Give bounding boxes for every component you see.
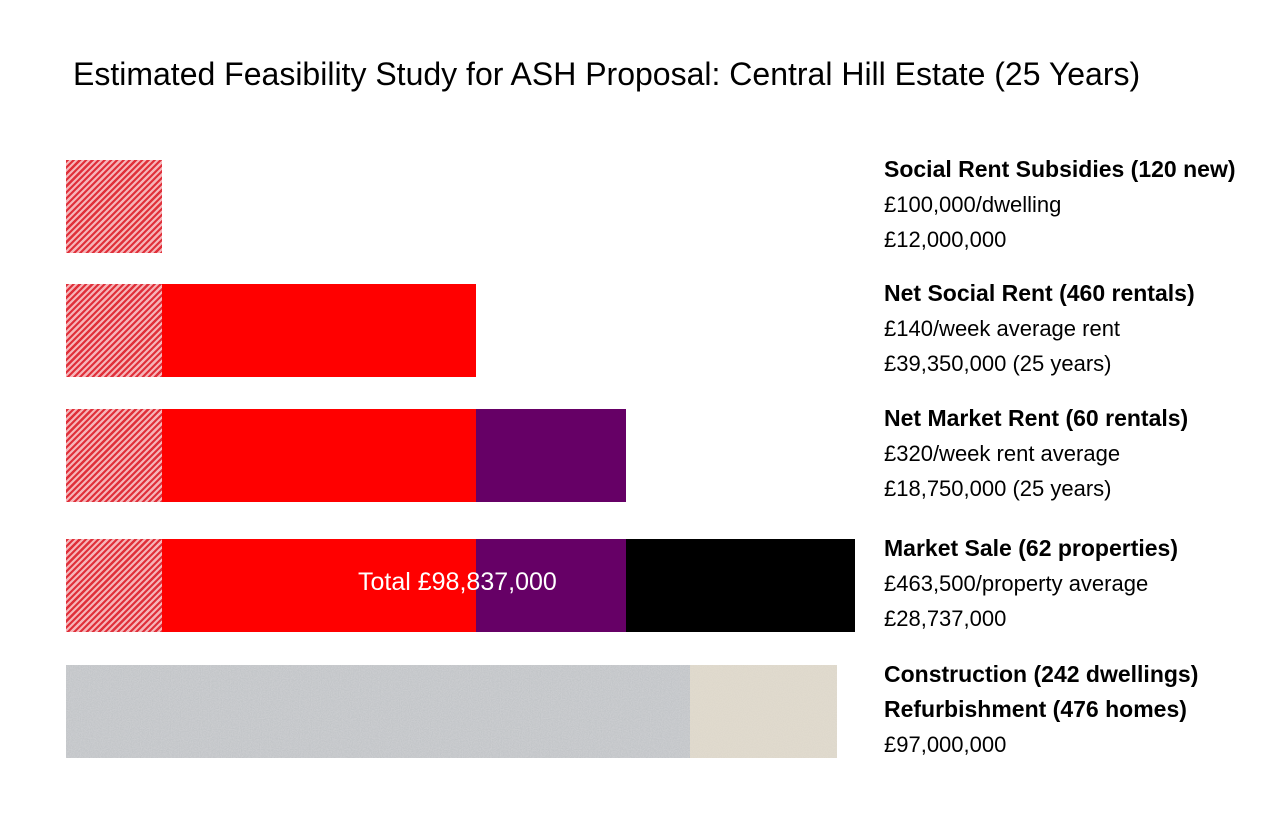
bar-segment-net-social-rent — [162, 284, 476, 377]
market-sale-label-line-1: Market Sale (62 properties) — [884, 535, 1179, 561]
bar-segment-social-rent-subsidies — [66, 409, 162, 502]
bar-segment-net-social-rent — [162, 409, 476, 502]
construction-label-line-2: Refurbishment (476 homes) — [884, 696, 1187, 722]
construction-label-line-1: Construction (242 dwellings) — [884, 661, 1199, 687]
construction-label: Construction (242 dwellings) Refurbishmen… — [884, 657, 1198, 762]
net-market-rent-label-line-1: Net Market Rent (60 rentals) — [884, 405, 1189, 431]
net-market-rent-label-line-3: £18,750,000 (25 years) — [884, 476, 1112, 501]
social-rent-subsidies-label-line-2: £100,000/dwelling — [884, 192, 1062, 217]
net-social-rent-label-line-1: Net Social Rent (460 rentals) — [884, 280, 1195, 306]
bar-segment-social-rent-subsidies — [66, 539, 162, 632]
net-social-rent-label: Net Social Rent (460 rentals) £140/week a… — [884, 276, 1195, 381]
total-label: Total £98,837,000 — [358, 568, 557, 596]
bar-segment-social-rent-subsidies — [66, 160, 162, 253]
net-social-rent-label-line-3: £39,350,000 (25 years) — [884, 351, 1112, 376]
net-market-rent-label: Net Market Rent (60 rentals) £320/week re… — [884, 401, 1188, 506]
net-market-rent-label-line-2: £320/week rent average — [884, 441, 1121, 466]
market-sale-label: Market Sale (62 properties) £463,500/prop… — [884, 531, 1178, 636]
bar-segment-market-sale — [626, 539, 855, 632]
construction-label-line-3: £97,000,000 — [884, 732, 1007, 757]
bar-segment-net-social-rent — [162, 539, 476, 632]
social-rent-subsidies-label-line-1: Social Rent Subsidies (120 new) — [884, 156, 1236, 182]
bar-segment-net-market-rent — [476, 409, 626, 502]
chart-title: Estimated Feasibility Study for ASH Prop… — [73, 56, 1141, 92]
market-sale-label-line-3: £28,737,000 — [884, 606, 1007, 631]
social-rent-subsidies-label: Social Rent Subsidies (120 new) £100,000/… — [884, 152, 1236, 257]
net-social-rent-label-line-2: £140/week average rent — [884, 316, 1121, 341]
bar-segment-social-rent-subsidies — [66, 284, 162, 377]
construction-bar — [66, 665, 837, 758]
bar-segment-net-market-rent — [476, 539, 626, 632]
social-rent-subsidies-label-line-3: £12,000,000 — [884, 227, 1007, 252]
market-sale-label-line-2: £463,500/property average — [884, 571, 1149, 596]
